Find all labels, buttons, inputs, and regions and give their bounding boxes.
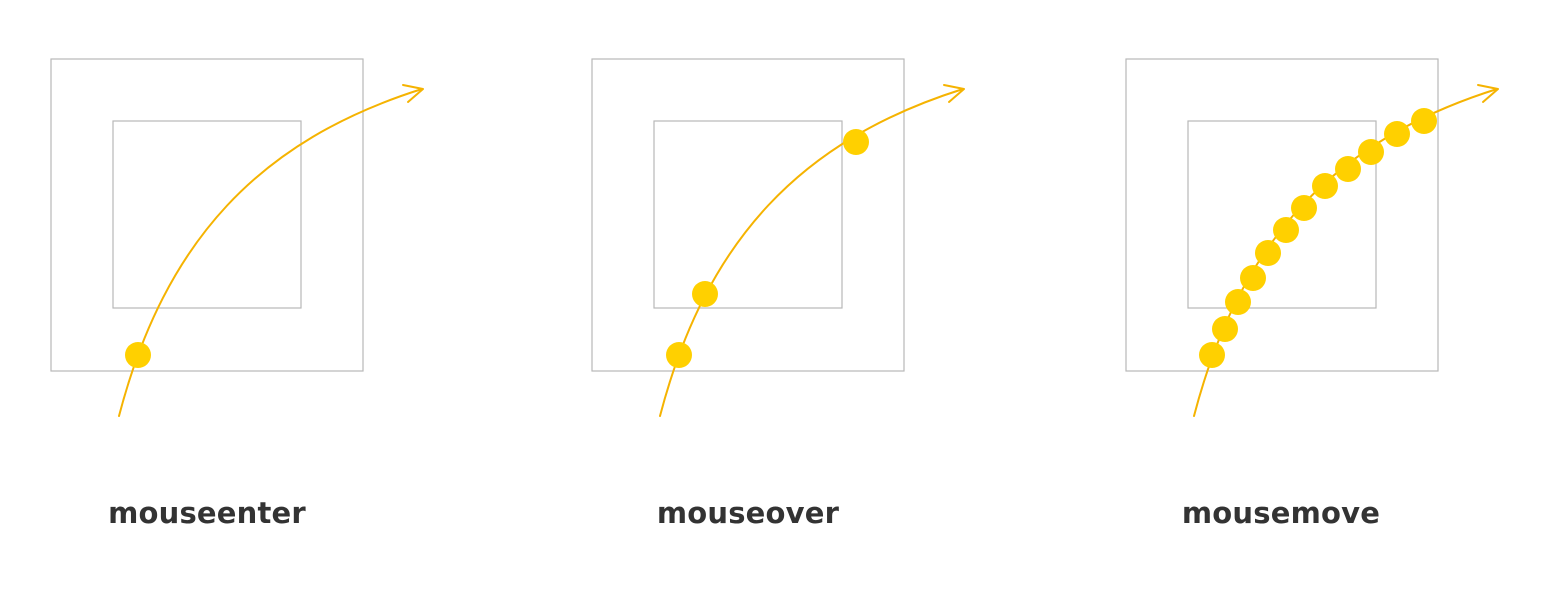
dot-icon (1273, 217, 1299, 243)
dot-icon (1335, 156, 1361, 182)
dot-icon (125, 342, 151, 368)
outer-box (50, 58, 364, 372)
dot-icon (1384, 121, 1410, 147)
mouse-path (659, 88, 964, 417)
event-dots (666, 129, 869, 368)
dot-icon (1212, 316, 1238, 342)
panel-mouseenter (50, 58, 424, 417)
label-mouseenter: mouseenter (108, 496, 306, 530)
dot-icon (1225, 289, 1251, 315)
dot-icon (666, 342, 692, 368)
arrow-right-icon (1477, 84, 1499, 103)
panel-mouseover (591, 58, 965, 417)
dot-icon (1358, 139, 1384, 165)
label-mouseover: mouseover (656, 496, 840, 530)
dot-icon (692, 281, 718, 307)
dot-icon (843, 129, 869, 155)
dot-icon (1312, 173, 1338, 199)
label-mousemove: mousemove (1181, 496, 1381, 530)
panel-mousemove (1125, 58, 1499, 417)
dot-icon (1240, 265, 1266, 291)
dot-icon (1291, 195, 1317, 221)
outer-box (1125, 58, 1439, 372)
inner-box (112, 120, 302, 309)
inner-box (653, 120, 843, 309)
inner-box (1187, 120, 1377, 309)
dot-icon (1199, 342, 1225, 368)
dot-icon (1411, 108, 1437, 134)
mouse-path (1193, 88, 1498, 417)
arrow-right-icon (943, 84, 965, 103)
outer-box (591, 58, 905, 372)
event-dots (125, 342, 151, 368)
event-dots (1199, 108, 1437, 368)
dot-icon (1255, 240, 1281, 266)
arrow-right-icon (402, 84, 424, 103)
mouse-path (118, 88, 423, 417)
